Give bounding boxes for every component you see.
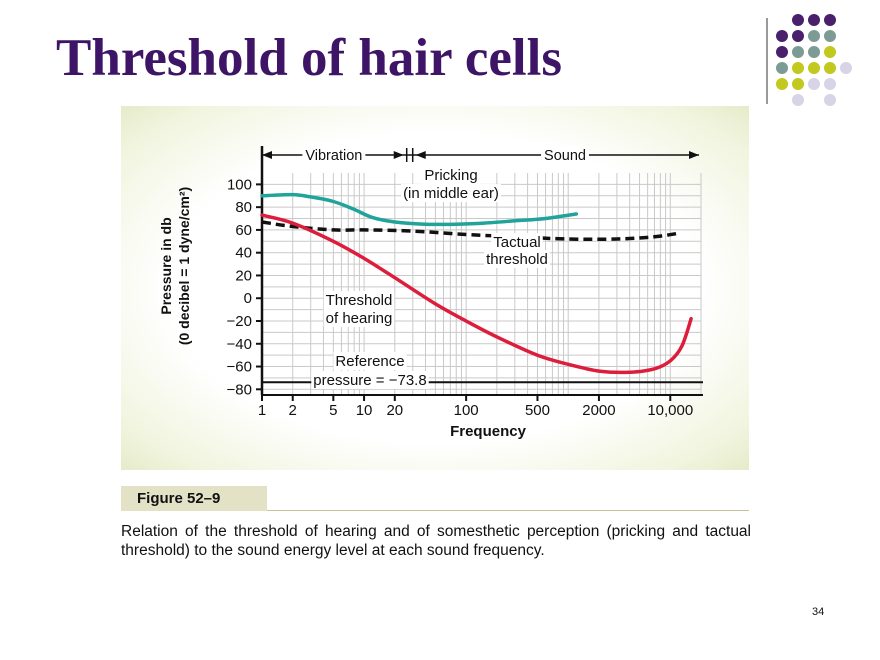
series-threshold-of-hearing xyxy=(260,213,693,375)
chart: Frequency Pressure in db (0 decibel = 1 … xyxy=(158,146,703,440)
annotation-reference-pressure-bg xyxy=(333,352,407,370)
decor-dot xyxy=(776,78,788,90)
annotation-reference-pressure-bg xyxy=(311,371,429,389)
y-axis-label-line-1: Pressure in db xyxy=(158,217,174,314)
y-tick-label: −20 xyxy=(227,313,252,330)
range-label-sound: Sound xyxy=(544,148,586,164)
figure-panel: Frequency Pressure in db (0 decibel = 1 … xyxy=(121,106,749,470)
annotation-pricking: Pricking xyxy=(424,167,477,184)
decor-dot xyxy=(776,30,788,42)
dot-grid-decoration xyxy=(776,14,852,106)
y-tick-label: 20 xyxy=(235,267,252,284)
decor-dot xyxy=(808,30,820,42)
x-tick-label: 100 xyxy=(454,402,479,419)
y-tick-label: 100 xyxy=(227,176,252,193)
range-arrowhead xyxy=(262,151,272,159)
range-arrowhead xyxy=(393,151,404,159)
decor-dot xyxy=(776,62,788,74)
slide-title: Threshold of hair cells xyxy=(56,29,563,87)
annotation-reference-pressure: Reference xyxy=(335,353,404,370)
x-tick-label: 500 xyxy=(525,402,550,419)
decor-dot xyxy=(824,14,836,26)
range-label-bg xyxy=(302,147,366,165)
x-tick-label: 5 xyxy=(329,402,337,419)
series-pricking xyxy=(260,192,579,227)
y-tick-label: −40 xyxy=(227,336,252,353)
decor-dot xyxy=(808,78,820,90)
y-tick-label: −80 xyxy=(227,381,252,398)
decor-dot xyxy=(776,46,788,58)
x-tick-label: 2000 xyxy=(582,402,615,419)
page-number: 34 xyxy=(812,606,825,618)
decor-dot xyxy=(808,14,820,26)
figure-label: Figure 52–9 xyxy=(121,486,267,511)
range-arrowhead xyxy=(689,151,699,159)
decor-dot xyxy=(840,62,852,74)
decor-dot xyxy=(824,78,836,90)
decor-dot xyxy=(792,62,804,74)
annotation-tactual-threshold-bg xyxy=(484,250,550,268)
annotation-tactual-threshold: threshold xyxy=(486,251,548,268)
y-tick-label: 40 xyxy=(235,245,252,262)
annotation-tactual-threshold: Tactual xyxy=(493,234,541,251)
y-tick-label: 60 xyxy=(235,222,252,239)
y-tick-label: 0 xyxy=(244,290,252,307)
caption-rule xyxy=(267,510,749,511)
annotation-pricking-bg xyxy=(422,166,480,184)
annotation-pricking: (in middle ear) xyxy=(403,185,499,202)
decor-dot xyxy=(792,30,804,42)
annotation-threshold-of-hearing-bg xyxy=(323,309,395,327)
decor-dot xyxy=(808,62,820,74)
annotation-threshold-of-hearing: of hearing xyxy=(326,310,393,327)
x-tick-label: 2 xyxy=(289,402,297,419)
series-tactual-threshold xyxy=(261,220,679,242)
y-tick-label: 80 xyxy=(235,199,252,216)
x-tick-label: 1 xyxy=(258,402,266,419)
decor-dot xyxy=(792,94,804,106)
annotation-threshold-of-hearing: Threshold xyxy=(326,292,393,309)
decor-dot xyxy=(824,46,836,58)
annotation-threshold-of-hearing-bg xyxy=(323,291,395,309)
annotation-pricking-bg xyxy=(401,184,501,202)
y-tick-label: −60 xyxy=(227,359,252,376)
decor-dot xyxy=(792,14,804,26)
decor-dot xyxy=(792,78,804,90)
annotation-tactual-threshold-bg xyxy=(491,233,543,251)
x-tick-label: 10 xyxy=(356,402,373,419)
decor-dot xyxy=(808,46,820,58)
y-axis-label-line-2: (0 decibel = 1 dyne/cm²) xyxy=(176,187,192,345)
figure-caption: Relation of the threshold of hearing and… xyxy=(121,523,751,559)
decor-dot xyxy=(824,30,836,42)
annotation-reference-pressure: pressure = −73.8 xyxy=(313,372,426,389)
range-label-vibration: Vibration xyxy=(305,148,362,164)
title-divider xyxy=(766,18,768,104)
x-axis-label: Frequency xyxy=(450,423,527,440)
decor-dot xyxy=(792,46,804,58)
x-tick-label: 10,000 xyxy=(647,402,693,419)
decor-dot xyxy=(824,94,836,106)
range-label-bg xyxy=(541,147,589,165)
decor-dot xyxy=(824,62,836,74)
range-arrowhead xyxy=(415,151,426,159)
x-tick-label: 20 xyxy=(386,402,403,419)
